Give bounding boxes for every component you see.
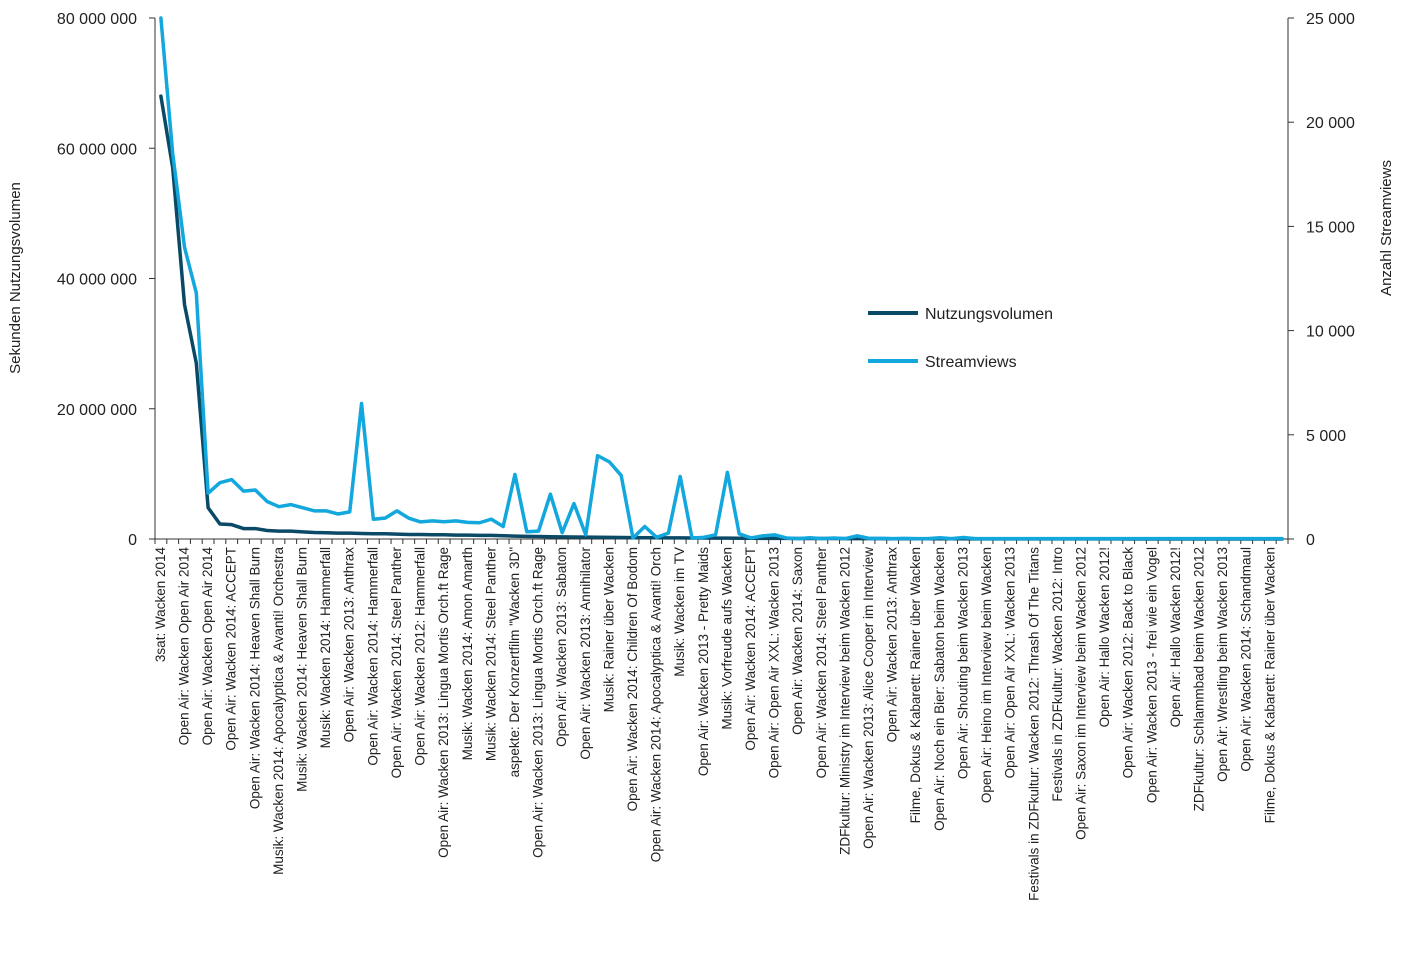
x-category-label: Open Air: Wrestling beim Wacken 2013 bbox=[1215, 547, 1230, 782]
x-category-label: Open Air: Shouting beim Wacken 2013 bbox=[955, 547, 970, 779]
x-category-label: Open Air: Wacken 2013: Alice Cooper im I… bbox=[861, 547, 876, 849]
left-tick-label: 80 000 000 bbox=[57, 11, 137, 28]
x-category-label: Open Air: Wacken 2014: Saxon bbox=[790, 547, 805, 735]
right-tick-label: 15 000 bbox=[1306, 219, 1355, 236]
left-tick-label: 60 000 000 bbox=[57, 141, 137, 158]
right-tick-label: 10 000 bbox=[1306, 324, 1355, 341]
left-y-ticks: 0 20 000 000 40 000 000 60 000 000 80 000 00… bbox=[57, 11, 155, 549]
x-category-label: aspekte: Der Konzertfilm "Wacken 3D" bbox=[507, 547, 522, 778]
x-category-label: Filme, Dokus & Kabarett: Rainer über Wac… bbox=[908, 547, 923, 823]
x-category-label: Open Air: Wacken 2013: Lingua Mortis Orc… bbox=[436, 547, 451, 858]
x-category-label: Filme, Dokus & Kabarett: Rainer über Wac… bbox=[1262, 547, 1277, 823]
x-category-label: Open Air: Hallo Wacken 2012! bbox=[1097, 547, 1112, 727]
legend-label-nutzungsvolumen: Nutzungsvolumen bbox=[925, 306, 1053, 323]
x-category-label: Open Air: Hallo Wacken 2012! bbox=[1168, 547, 1183, 727]
x-category-label: 3sat: Wacken 2014 bbox=[153, 547, 168, 663]
right-axis-title: Anzahl Streamviews bbox=[1378, 160, 1395, 296]
x-category-label: Open Air: Wacken 2014: ACCEPT bbox=[224, 547, 239, 751]
x-category-label: Open Air: Wacken 2012: Hammerfall bbox=[413, 547, 428, 766]
x-category-label: ZDFkultur: Ministry im Interview beim Wa… bbox=[837, 547, 852, 855]
x-category-label: Open Air: Saxon im Interview beim Wacken… bbox=[1073, 547, 1088, 840]
x-category-label: Open Air: Heino im Interview beim Wacken bbox=[979, 547, 994, 803]
right-tick-label: 20 000 bbox=[1306, 115, 1355, 132]
x-category-label: Musik: Wacken im TV bbox=[672, 547, 687, 677]
x-category-label: Musik: Wacken 2014: Heaven Shall Burn bbox=[295, 547, 310, 792]
x-category-label: Open Air: Wacken 2012: Back to Black bbox=[1121, 547, 1136, 779]
left-axis-title: Sekunden Nutzungsvolumen bbox=[7, 182, 24, 374]
x-category-label: Open Air: Wacken 2014: Steel Panther bbox=[814, 547, 829, 779]
x-tick-labels: 3sat: Wacken 2014 Open Air: Wacken Open A… bbox=[153, 546, 1277, 900]
x-category-label: Open Air: Wacken Open Air 2014 bbox=[177, 547, 192, 746]
x-category-label: ZDFkultur: Schlammbad beim Wacken 2012 bbox=[1191, 547, 1206, 811]
series-line-streamviews bbox=[159, 16, 1284, 541]
x-category-label: Open Air: Wacken 2014: Children Of Bodom bbox=[625, 547, 640, 811]
x-category-label: Musik: Wacken 2014: Apocalyptica & Avant… bbox=[271, 547, 286, 875]
right-y-ticks: 0 5 000 10 000 15 000 20 000 25 000 bbox=[1288, 11, 1355, 549]
right-tick-label: 5 000 bbox=[1306, 428, 1346, 445]
x-category-label: Open Air: Wacken 2013: Lingua Mortis Orc… bbox=[531, 547, 546, 858]
x-category-label: Open Air: Wacken 2014: Schandmaul bbox=[1239, 547, 1254, 772]
left-tick-label: 20 000 000 bbox=[57, 402, 137, 419]
legend-label-streamviews: Streamviews bbox=[925, 354, 1017, 371]
left-tick-label: 40 000 000 bbox=[57, 272, 137, 289]
x-category-label: Open Air: Wacken 2013: Anthrax bbox=[885, 547, 900, 743]
series-lines bbox=[159, 16, 1284, 541]
left-tick-label: 0 bbox=[128, 532, 137, 549]
right-tick-label: 0 bbox=[1306, 532, 1315, 549]
x-category-label: Open Air: Wacken 2014: ACCEPT bbox=[743, 547, 758, 751]
x-category-label: Festivals in ZDFkultur: Wacken 2012: Thr… bbox=[1026, 547, 1041, 901]
x-category-label: Open Air: Wacken 2013: Sabaton bbox=[554, 547, 569, 747]
x-category-label: Open Air: Wacken 2014: Steel Panther bbox=[389, 547, 404, 779]
x-category-label: Open Air: Wacken 2013: Anthrax bbox=[342, 547, 357, 743]
axes bbox=[154, 18, 1289, 540]
x-category-label: Musik: Vorfreude aufs Wacken bbox=[719, 547, 734, 730]
x-category-label: Open Air: Wacken 2014: Apocalyptica & Av… bbox=[649, 547, 664, 862]
x-category-label: Open Air: Wacken 2014: Hammerfall bbox=[365, 547, 380, 766]
x-category-label: Open Air: Wacken 2013 - Pretty Maids bbox=[696, 547, 711, 776]
x-category-label: Musik: Wacken 2014: Hammerfall bbox=[318, 547, 333, 748]
x-category-label: Musik: Rainer über Wacken bbox=[601, 547, 616, 712]
x-category-label: Open Air: Wacken 2014: Heaven Shall Burn bbox=[247, 547, 262, 809]
legend: Nutzungsvolumen Streamviews bbox=[868, 306, 1053, 371]
x-category-label: Open Air: Noch ein Bier: Sabaton beim Wa… bbox=[932, 547, 947, 831]
right-tick-label: 25 000 bbox=[1306, 11, 1355, 28]
x-category-label: Musik: Wacken 2014: Amon Amarth bbox=[460, 547, 475, 760]
series-line-nutzungsvolumen bbox=[159, 94, 1284, 541]
x-category-label: Open Air: Open Air XXL: Wacken 2013 bbox=[1003, 547, 1018, 778]
x-category-label: Open Air: Wacken 2013 - frei wie ein Vog… bbox=[1144, 547, 1159, 803]
x-category-label: Open Air: Open Air XXL: Wacken 2013 bbox=[767, 547, 782, 778]
x-category-label: Festivals in ZDFkultur: Wacken 2012: Int… bbox=[1050, 547, 1065, 802]
x-category-label: Musik: Wacken 2014: Steel Panther bbox=[483, 546, 498, 761]
x-category-label: Open Air: Wacken Open Air 2014 bbox=[200, 547, 215, 746]
x-category-label: Open Air: Wacken 2013: Annihilator bbox=[578, 546, 593, 759]
